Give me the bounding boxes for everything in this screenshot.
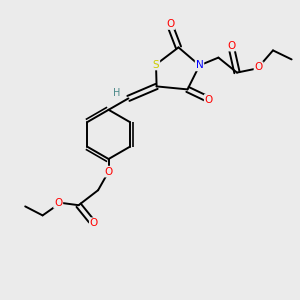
Text: O: O [254, 62, 263, 72]
Text: H: H [113, 88, 121, 98]
Text: O: O [90, 218, 98, 228]
Text: S: S [153, 59, 159, 70]
Text: O: O [166, 19, 175, 29]
Text: O: O [104, 167, 113, 177]
Text: O: O [54, 198, 62, 208]
Text: O: O [227, 40, 235, 51]
Text: N: N [196, 60, 203, 70]
Text: O: O [205, 95, 213, 105]
